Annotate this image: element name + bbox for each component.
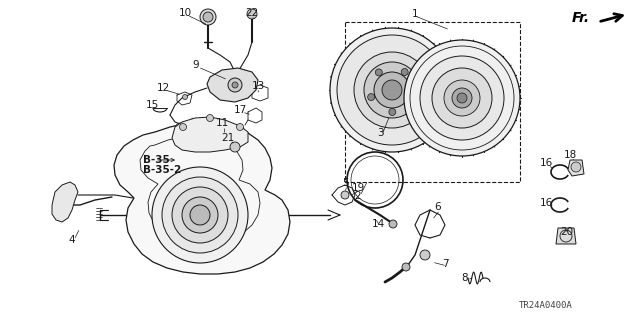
Text: 3: 3 — [377, 128, 383, 138]
Circle shape — [354, 52, 430, 128]
Circle shape — [191, 119, 199, 127]
Circle shape — [207, 115, 214, 122]
Text: 9: 9 — [193, 60, 199, 70]
Circle shape — [190, 205, 210, 225]
Text: 14: 14 — [371, 219, 385, 229]
Text: 22: 22 — [245, 8, 259, 18]
Circle shape — [206, 118, 214, 126]
Circle shape — [432, 68, 492, 128]
Circle shape — [232, 82, 238, 88]
Text: B-35-2: B-35-2 — [143, 165, 181, 175]
Circle shape — [382, 80, 402, 100]
Circle shape — [404, 40, 520, 156]
Circle shape — [179, 124, 186, 131]
Circle shape — [228, 78, 242, 92]
Circle shape — [337, 35, 447, 145]
Circle shape — [420, 250, 430, 260]
Circle shape — [162, 177, 238, 253]
Text: 17: 17 — [234, 105, 246, 115]
Circle shape — [571, 162, 581, 172]
Circle shape — [401, 68, 408, 76]
Text: 8: 8 — [461, 273, 468, 283]
Circle shape — [389, 220, 397, 228]
Polygon shape — [52, 182, 78, 222]
Circle shape — [182, 94, 188, 100]
Polygon shape — [172, 117, 248, 152]
Text: 19: 19 — [351, 183, 365, 193]
Circle shape — [221, 121, 229, 129]
Circle shape — [176, 123, 184, 131]
Bar — [158, 154, 208, 179]
Polygon shape — [556, 228, 576, 244]
Text: 15: 15 — [145, 100, 159, 110]
Circle shape — [182, 197, 218, 233]
Text: 6: 6 — [435, 202, 442, 212]
Polygon shape — [114, 122, 290, 274]
Circle shape — [330, 28, 454, 152]
Text: 13: 13 — [252, 81, 264, 91]
Circle shape — [402, 263, 410, 271]
Text: 21: 21 — [221, 133, 235, 143]
Circle shape — [374, 72, 410, 108]
Text: 4: 4 — [68, 235, 76, 245]
Text: 7: 7 — [442, 259, 448, 269]
Polygon shape — [568, 160, 584, 176]
Circle shape — [452, 88, 472, 108]
Text: 2: 2 — [355, 191, 362, 201]
Circle shape — [172, 187, 228, 243]
Text: 11: 11 — [216, 118, 228, 128]
Circle shape — [152, 167, 248, 263]
Circle shape — [410, 93, 417, 100]
Circle shape — [230, 142, 240, 152]
Text: 5: 5 — [342, 178, 348, 188]
Text: 18: 18 — [563, 150, 577, 160]
Circle shape — [341, 191, 349, 199]
Circle shape — [444, 80, 480, 116]
Circle shape — [237, 124, 243, 131]
Text: 16: 16 — [540, 198, 552, 208]
Text: B-35: B-35 — [143, 155, 170, 165]
Text: 10: 10 — [179, 8, 191, 18]
Text: TR24A0400A: TR24A0400A — [519, 300, 573, 309]
Circle shape — [203, 12, 213, 22]
Polygon shape — [207, 68, 258, 102]
Text: Fr.: Fr. — [572, 11, 590, 25]
Circle shape — [247, 9, 257, 19]
Circle shape — [457, 93, 467, 103]
Circle shape — [200, 9, 216, 25]
Bar — [345, 22, 520, 182]
Text: 16: 16 — [540, 158, 552, 168]
Circle shape — [375, 69, 382, 76]
Circle shape — [420, 56, 504, 140]
Text: 12: 12 — [156, 83, 170, 93]
Circle shape — [236, 126, 244, 134]
Text: 20: 20 — [561, 227, 573, 237]
Circle shape — [364, 62, 420, 118]
Circle shape — [367, 93, 374, 100]
Circle shape — [389, 108, 396, 116]
Text: 1: 1 — [412, 9, 419, 19]
